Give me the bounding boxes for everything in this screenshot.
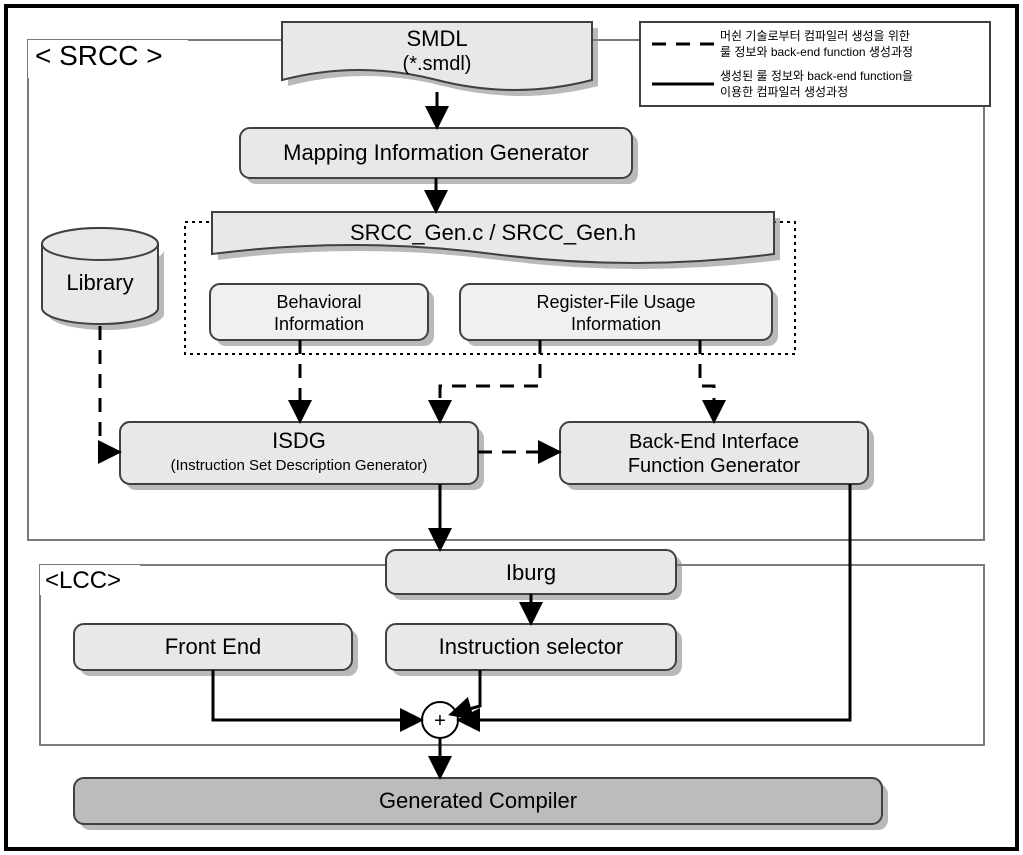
iburg-label: Iburg: [506, 560, 556, 585]
node-regfile: Register-File Usage Information: [460, 284, 778, 346]
behav-line1: Behavioral: [276, 292, 361, 312]
node-iburg: Iburg: [386, 550, 682, 600]
legend-solid-line1: 생성된 룰 정보와 back-end function을: [720, 69, 913, 83]
node-plus: +: [422, 702, 458, 738]
gencomp-label: Generated Compiler: [379, 788, 577, 813]
regfile-line1: Register-File Usage: [536, 292, 695, 312]
node-library: Library: [42, 228, 164, 330]
node-behav: Behavioral Information: [210, 284, 434, 346]
library-label: Library: [66, 270, 133, 295]
regfile-line2: Information: [571, 314, 661, 334]
legend-dash-line2: 룰 정보와 back-end function 생성과정: [720, 45, 913, 59]
srcc-label: < SRCC >: [35, 40, 163, 71]
isel-label: Instruction selector: [439, 634, 624, 659]
node-backend: Back-End Interface Function Generator: [560, 422, 874, 490]
smdl-line1: SMDL: [406, 26, 467, 51]
backend-line2: Function Generator: [628, 455, 801, 477]
node-srccgen: SRCC_Gen.c / SRCC_Gen.h: [212, 212, 780, 269]
legend-solid-line2: 이용한 컴파일러 생성과정: [720, 85, 848, 99]
edge-isel-plus: [452, 670, 480, 714]
behav-line2: Information: [274, 314, 364, 334]
isdg-line1: ISDG: [272, 428, 326, 453]
edge-regfile-backend: [700, 340, 714, 420]
legend: 머쉰 기술로부터 컴파일러 생성을 위한 룰 정보와 back-end func…: [640, 22, 990, 106]
srccgen-label: SRCC_Gen.c / SRCC_Gen.h: [350, 220, 636, 245]
backend-line1: Back-End Interface: [629, 431, 799, 453]
node-frontend: Front End: [74, 624, 358, 676]
legend-dash-line1: 머쉰 기술로부터 컴파일러 생성을 위한: [720, 29, 910, 43]
node-isdg: ISDG (Instruction Set Description Genera…: [120, 422, 484, 490]
node-gencomp: Generated Compiler: [74, 778, 888, 830]
edge-frontend-plus: [213, 670, 420, 720]
edge-library-isdg: [100, 326, 118, 452]
mig-label: Mapping Information Generator: [283, 140, 589, 165]
node-smdl: SMDL (*.smdl): [282, 22, 598, 96]
isdg-line2: (Instruction Set Description Generator): [171, 457, 428, 474]
lcc-label: <LCC>: [45, 567, 121, 594]
frontend-label: Front End: [165, 634, 262, 659]
edge-regfile-isdg: [440, 340, 540, 420]
smdl-line2: (*.smdl): [403, 53, 472, 75]
node-mig: Mapping Information Generator: [240, 128, 638, 184]
node-isel: Instruction selector: [386, 624, 682, 676]
edge-backend-plus: [460, 484, 850, 720]
plus-label: +: [434, 710, 446, 732]
